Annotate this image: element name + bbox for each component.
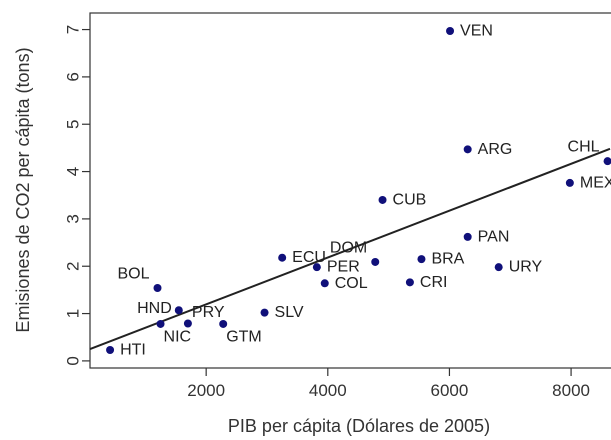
plot-area: 0 1 2 3 4 5 6 7 2000 4000 6000 8000 VEN ARG CHL MEX CUB P… <box>64 12 611 400</box>
data-point-pan <box>463 232 472 241</box>
y-tick-label: 3 <box>64 214 83 223</box>
point-label-nic: NIC <box>164 328 192 345</box>
data-point-ecu <box>278 253 287 262</box>
data-point-ury <box>494 263 503 272</box>
point-label-bol: BOL <box>117 266 149 283</box>
point-label-gtm: GTM <box>226 328 262 345</box>
point-label-hti: HTI <box>120 342 146 359</box>
y-tick-label: 5 <box>64 119 83 128</box>
point-label-pry: PRY <box>192 304 225 321</box>
y-tick-label: 1 <box>64 309 83 318</box>
data-point-cub <box>378 195 387 204</box>
data-point-slv <box>260 308 269 317</box>
x-tick-label: 2000 <box>187 381 225 400</box>
point-label-slv: SLV <box>275 304 304 321</box>
regression-line <box>89 147 611 350</box>
point-label-chl: CHL <box>568 139 600 156</box>
point-label-arg: ARG <box>478 141 513 158</box>
point-label-ven: VEN <box>460 22 493 39</box>
data-point-nic <box>156 319 165 328</box>
data-point-dom <box>371 257 380 266</box>
x-tick-label: 8000 <box>552 381 590 400</box>
data-point-gtm <box>219 319 228 328</box>
data-point-cri <box>405 278 414 287</box>
data-point-mex <box>565 178 574 187</box>
y-tick-label: 2 <box>64 261 83 270</box>
data-point-hnd <box>174 306 183 315</box>
point-label-bra: BRA <box>431 251 464 268</box>
data-point-per <box>312 263 321 272</box>
y-tick-label: 6 <box>64 72 83 81</box>
point-label-mex: MEX <box>580 174 611 191</box>
point-label-per: PER <box>327 259 360 276</box>
data-point-arg <box>463 145 472 154</box>
x-tick-label: 6000 <box>431 381 469 400</box>
data-point-bra <box>417 255 426 264</box>
data-point-bol <box>153 284 162 293</box>
data-point-pry <box>183 319 192 328</box>
point-label-col: COL <box>335 275 368 292</box>
x-tick-label: 4000 <box>309 381 347 400</box>
data-point-hti <box>106 346 115 355</box>
y-tick-label: 0 <box>64 356 83 365</box>
y-tick-label: 4 <box>64 167 83 176</box>
y-tick-label: 7 <box>64 25 83 34</box>
point-label-pan: PAN <box>478 228 510 245</box>
point-label-ury: URY <box>509 259 543 276</box>
point-label-ecu: ECU <box>292 249 326 266</box>
data-point-col <box>320 279 329 288</box>
point-label-cri: CRI <box>420 274 448 291</box>
point-label-dom: DOM <box>330 239 367 256</box>
data-point-chl <box>603 157 611 166</box>
point-label-hnd: HND <box>137 300 172 317</box>
data-point-ven <box>446 26 455 35</box>
x-axis-title: PIB per cápita (Dólares de 2005) <box>228 416 490 436</box>
point-label-cub: CUB <box>393 191 427 208</box>
y-axis-title: Emisiones de CO2 per cápita (tons) <box>13 47 33 332</box>
plot-frame <box>89 12 611 369</box>
